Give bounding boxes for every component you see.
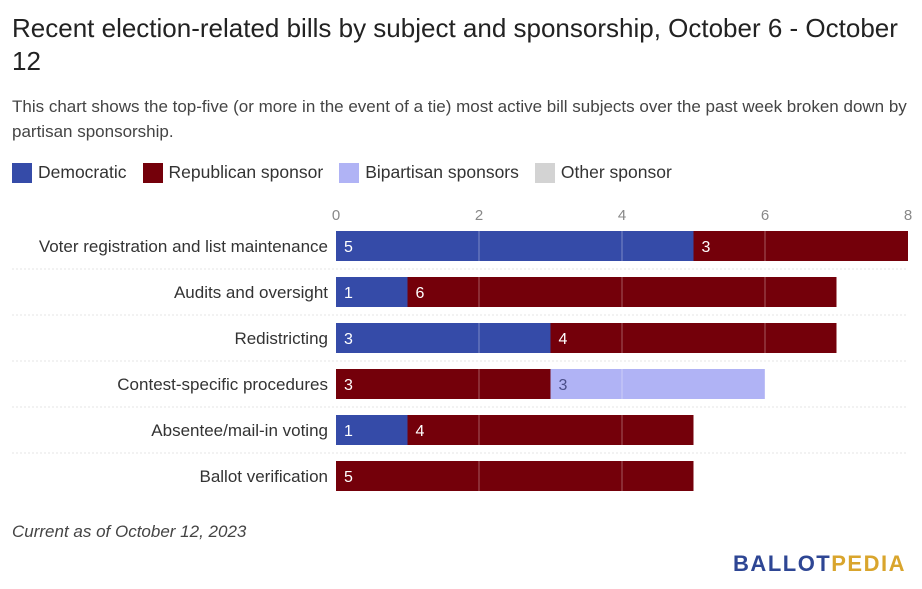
logo-pedia-text: PEDIA [831, 551, 906, 576]
legend-item-republican: Republican sponsor [142, 162, 324, 183]
legend-swatch-democratic [12, 162, 32, 183]
bar-segment [407, 415, 694, 445]
legend-label-other: Other sponsor [560, 162, 672, 182]
x-tick-label: 0 [332, 207, 340, 224]
bar-segment [336, 461, 694, 491]
legend-swatch-republican [142, 162, 163, 183]
data-label: 4 [559, 331, 568, 348]
legend-item-democratic: Democratic [12, 162, 127, 183]
category-label: Redistricting [234, 329, 328, 348]
legend-item-other: Other sponsor [534, 162, 672, 183]
data-label: 3 [344, 331, 353, 348]
bar-segment [336, 277, 408, 307]
bar-chart: 0 2 4 6 8 Voter registration and list mainten… [12, 207, 912, 491]
category-label: Ballot verification [199, 467, 328, 486]
data-label: 6 [416, 285, 425, 302]
data-label: 4 [416, 423, 425, 440]
data-label: 3 [702, 239, 711, 256]
bar-segment [336, 323, 551, 353]
bar-segment [336, 231, 694, 261]
footnote: Current as of October 12, 2023 [12, 522, 247, 541]
data-label: 3 [559, 377, 568, 394]
chart-legend: Democratic Republican sponsor Bipartisan… [12, 162, 672, 183]
data-label: 1 [344, 423, 353, 440]
chart-title: Recent election-related bills by subject… [12, 13, 898, 76]
bar-segment [693, 231, 908, 261]
bar-segment [550, 369, 765, 399]
category-label: Audits and oversight [174, 283, 328, 302]
legend-swatch-bipartisan [339, 162, 360, 183]
legend-swatch-other [534, 162, 555, 183]
bar-segment [550, 323, 837, 353]
legend-label-republican: Republican sponsor [168, 162, 324, 182]
bar-segment [407, 277, 837, 307]
category-label: Contest-specific procedures [117, 375, 328, 394]
x-tick-label: 2 [475, 207, 483, 224]
bar-segment [336, 415, 408, 445]
data-label: 3 [344, 377, 353, 394]
legend-label-bipartisan: Bipartisan sponsors [365, 162, 519, 182]
chart-subtitle: This chart shows the top-five (or more i… [12, 97, 907, 141]
x-tick-label: 8 [904, 207, 912, 224]
data-label: 1 [344, 285, 353, 302]
category-label: Voter registration and list maintenance [39, 237, 328, 256]
ballotpedia-logo: BALLOTPEDIA [733, 551, 906, 577]
bar-segment [336, 369, 551, 399]
legend-label-democratic: Democratic [38, 162, 127, 182]
logo-ballot-text: BALLOT [733, 551, 832, 576]
x-tick-label: 6 [761, 207, 769, 224]
category-label: Absentee/mail-in voting [151, 421, 328, 440]
data-label: 5 [344, 239, 353, 256]
legend-item-bipartisan: Bipartisan sponsors [339, 162, 519, 183]
x-tick-label: 4 [618, 207, 626, 224]
data-label: 5 [344, 469, 353, 486]
